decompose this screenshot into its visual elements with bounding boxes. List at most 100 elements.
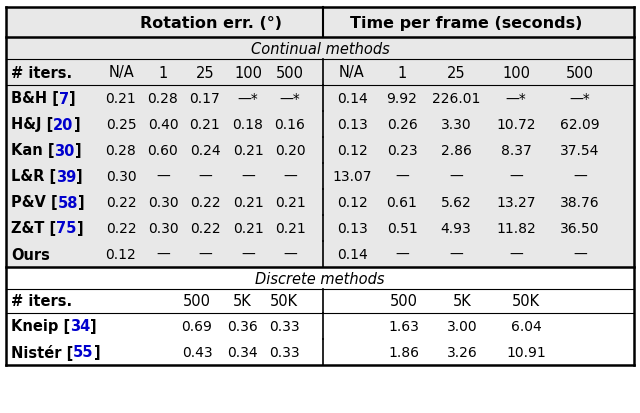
Text: 55: 55 [73, 345, 93, 360]
Text: 4.93: 4.93 [440, 221, 472, 235]
Text: 9.92: 9.92 [387, 92, 417, 106]
Text: 0.33: 0.33 [269, 319, 300, 333]
Text: 0.13: 0.13 [337, 118, 367, 132]
Text: Continual methods: Continual methods [251, 41, 389, 56]
Text: —: — [573, 170, 587, 183]
Text: 500: 500 [183, 294, 211, 309]
Text: # iters.: # iters. [11, 294, 72, 309]
Text: 0.13: 0.13 [337, 221, 367, 235]
Text: 6.04: 6.04 [511, 319, 541, 333]
Text: 1.63: 1.63 [388, 319, 419, 333]
Text: 75: 75 [56, 221, 77, 236]
Text: 0.34: 0.34 [227, 345, 257, 359]
Text: Time per frame (seconds): Time per frame (seconds) [350, 15, 582, 31]
Bar [6, 38, 634, 60]
Text: 0.23: 0.23 [387, 144, 417, 158]
Text: —: — [395, 170, 409, 183]
Bar [6, 86, 634, 112]
Bar [6, 112, 634, 138]
Text: 5K: 5K [232, 294, 252, 309]
Text: 0.51: 0.51 [387, 221, 417, 235]
Bar [6, 313, 634, 339]
Bar [6, 8, 634, 38]
Bar [6, 289, 634, 313]
Text: ]: ] [69, 91, 76, 106]
Text: —: — [449, 170, 463, 183]
Text: 100: 100 [234, 65, 262, 80]
Text: 500: 500 [390, 294, 418, 309]
Text: 0.12: 0.12 [106, 247, 136, 261]
Text: 1: 1 [158, 65, 168, 80]
Text: —: — [509, 247, 523, 261]
Text: ]: ] [78, 195, 84, 210]
Text: 0.69: 0.69 [182, 319, 212, 333]
Text: 0.43: 0.43 [182, 345, 212, 359]
Text: N/A: N/A [339, 65, 365, 80]
Text: 62.09: 62.09 [560, 118, 600, 132]
Text: 25: 25 [196, 65, 214, 80]
Text: 0.22: 0.22 [189, 195, 220, 209]
Text: B&H [: B&H [ [11, 91, 59, 106]
Text: —*: —* [280, 92, 300, 106]
Bar [6, 190, 634, 216]
Text: 500: 500 [566, 65, 594, 80]
Text: 0.14: 0.14 [337, 92, 367, 106]
Text: 0.22: 0.22 [189, 221, 220, 235]
Text: 50K: 50K [270, 294, 298, 309]
Text: 0.25: 0.25 [106, 118, 136, 132]
Text: L&R [: L&R [ [11, 169, 56, 184]
Text: 3.00: 3.00 [447, 319, 477, 333]
Text: 0.36: 0.36 [227, 319, 257, 333]
Text: 0.17: 0.17 [189, 92, 220, 106]
Text: 10.72: 10.72 [496, 118, 536, 132]
Text: Discrete methods: Discrete methods [255, 271, 385, 286]
Text: 0.30: 0.30 [106, 170, 136, 183]
Text: 0.21: 0.21 [275, 221, 305, 235]
Text: —: — [156, 247, 170, 261]
Text: 0.21: 0.21 [232, 144, 264, 158]
Text: —: — [198, 170, 212, 183]
Text: 2.86: 2.86 [440, 144, 472, 158]
Text: H&J [: H&J [ [11, 117, 53, 132]
Text: 1.86: 1.86 [388, 345, 419, 359]
Text: 34: 34 [70, 319, 90, 334]
Text: —: — [241, 170, 255, 183]
Text: 0.28: 0.28 [106, 144, 136, 158]
Text: 0.26: 0.26 [387, 118, 417, 132]
Text: Kan [: Kan [ [11, 143, 54, 158]
Text: Ours: Ours [11, 247, 50, 262]
Text: —: — [198, 247, 212, 261]
Text: 11.82: 11.82 [496, 221, 536, 235]
Text: 5K: 5K [452, 294, 472, 309]
Text: 100: 100 [502, 65, 530, 80]
Text: 0.12: 0.12 [337, 144, 367, 158]
Text: —: — [573, 247, 587, 261]
Text: 39: 39 [56, 169, 76, 184]
Text: 0.21: 0.21 [232, 195, 264, 209]
Bar [6, 164, 634, 190]
Text: 7: 7 [59, 91, 69, 106]
Text: # iters.: # iters. [11, 65, 72, 80]
Text: 3.26: 3.26 [447, 345, 477, 359]
Text: 0.30: 0.30 [148, 195, 179, 209]
Text: 8.37: 8.37 [500, 144, 531, 158]
Text: —*: —* [506, 92, 526, 106]
Text: 38.76: 38.76 [560, 195, 600, 209]
Text: ]: ] [90, 319, 97, 334]
Text: 0.21: 0.21 [106, 92, 136, 106]
Text: ]: ] [75, 143, 81, 158]
Text: 30: 30 [54, 143, 75, 158]
Text: —: — [449, 247, 463, 261]
Text: N/A: N/A [108, 65, 134, 80]
Text: Nistér [: Nistér [ [11, 344, 73, 360]
Text: P&V [: P&V [ [11, 195, 58, 210]
Text: 36.50: 36.50 [560, 221, 600, 235]
Text: —: — [156, 170, 170, 183]
Text: 0.21: 0.21 [275, 195, 305, 209]
Text: ]: ] [76, 169, 83, 184]
Text: 20: 20 [53, 117, 74, 132]
Text: 10.91: 10.91 [506, 345, 546, 359]
Text: 13.27: 13.27 [496, 195, 536, 209]
Text: 13.07: 13.07 [332, 170, 372, 183]
Bar [6, 242, 634, 267]
